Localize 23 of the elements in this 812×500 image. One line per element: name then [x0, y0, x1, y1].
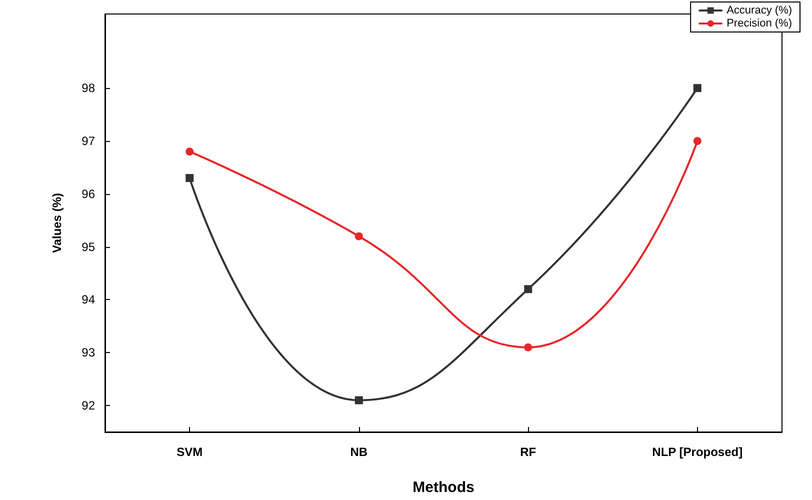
- x-tick-label: NLP [Proposed]: [652, 445, 743, 459]
- y-tick-label: 95: [82, 240, 96, 254]
- y-tick-label: 96: [82, 186, 96, 201]
- x-tick-label: SVM: [176, 445, 203, 459]
- point: [354, 232, 363, 240]
- y-tick-label: 93: [82, 346, 96, 360]
- x-tick-label: RF: [520, 445, 536, 459]
- y-tick-label: 98: [82, 81, 96, 96]
- x-tick-label: NB: [350, 445, 368, 459]
- x-axis-title: Methods: [412, 479, 474, 496]
- point: [354, 396, 363, 404]
- legend-label: Precision (%): [726, 18, 792, 30]
- y-axis-title: Values (%): [50, 192, 64, 254]
- y-tick-label: 97: [82, 134, 96, 148]
- point: [524, 285, 532, 294]
- point: [524, 343, 532, 352]
- point: [693, 136, 702, 145]
- point: [693, 84, 702, 92]
- point: [186, 148, 194, 156]
- y-tick-label: 92: [82, 398, 96, 413]
- legend-label: Accuracy (%): [726, 4, 792, 16]
- point: [186, 174, 194, 182]
- y-tick-label: 94: [82, 292, 96, 307]
